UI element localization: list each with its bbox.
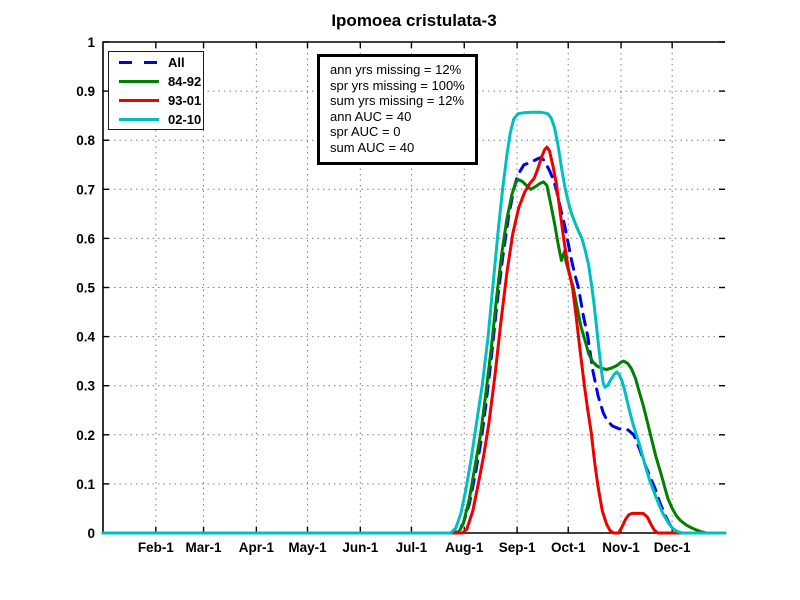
y-tick-label: 0 (87, 526, 95, 541)
series-line-93-01 (101, 145, 727, 535)
x-tick-label: May-1 (288, 540, 327, 555)
x-tick-label: Oct-1 (551, 540, 586, 555)
x-tick-label: Sep-1 (499, 540, 536, 555)
x-tick-label: Mar-1 (186, 540, 223, 555)
legend-box: All 84-92 93-01 02-10 (108, 51, 204, 130)
x-tick-label: Jul-1 (396, 540, 428, 555)
y-tick-label: 1 (87, 35, 95, 50)
annotation-line: ann AUC = 40 (330, 108, 412, 124)
x-tick-label: Apr-1 (239, 540, 275, 555)
y-tick-label: 0.6 (76, 231, 95, 246)
legend-item: 93-01 (109, 91, 203, 109)
y-tick-label: 0.2 (76, 428, 95, 443)
y-tick-label: 0.7 (76, 182, 95, 197)
legend-item: All (109, 53, 203, 71)
y-tick-label: 0.8 (76, 133, 95, 148)
legend-item-label: 93-01 (168, 92, 202, 108)
annotation-line: ann yrs missing = 12% (330, 62, 462, 77)
x-tick-label: Dec-1 (654, 540, 691, 555)
legend-item: 02-10 (109, 110, 203, 128)
annotation-box: ann yrs missing = 12% spr yrs missing = … (317, 54, 478, 165)
series-line-84-92 (101, 178, 727, 535)
y-tick-label: 0.9 (76, 84, 95, 99)
series-line-02-10 (101, 110, 727, 535)
y-tick-label: 0.3 (76, 379, 95, 394)
legend-item: 84-92 (109, 72, 203, 90)
series-line-all (101, 155, 727, 535)
chart-title: Ipomoea cristulata-3 (331, 11, 497, 30)
x-tick-label: Aug-1 (445, 540, 484, 555)
y-tick-label: 0.1 (76, 477, 95, 492)
legend-line-sample (119, 117, 159, 121)
legend-item-label: All (168, 54, 185, 70)
x-tick-label: Nov-1 (602, 540, 640, 555)
y-tick-label: 0.5 (76, 281, 95, 296)
legend-item-label: 02-10 (168, 111, 202, 127)
y-tick-label: 0.4 (76, 330, 95, 345)
legend-line-sample (119, 60, 159, 64)
legend-line-sample (119, 79, 159, 83)
annotation-line: sum yrs missing = 12% (330, 93, 465, 108)
annotation-line: spr AUC = 0 (330, 124, 401, 139)
x-tick-label: Jun-1 (342, 540, 378, 555)
x-tick-label: Feb-1 (138, 540, 174, 555)
annotation-line: spr yrs missing = 100% (330, 77, 465, 93)
legend-line-sample (119, 98, 159, 102)
legend-item-label: 84-92 (168, 73, 202, 89)
annotation-line: sum AUC = 40 (330, 139, 415, 155)
